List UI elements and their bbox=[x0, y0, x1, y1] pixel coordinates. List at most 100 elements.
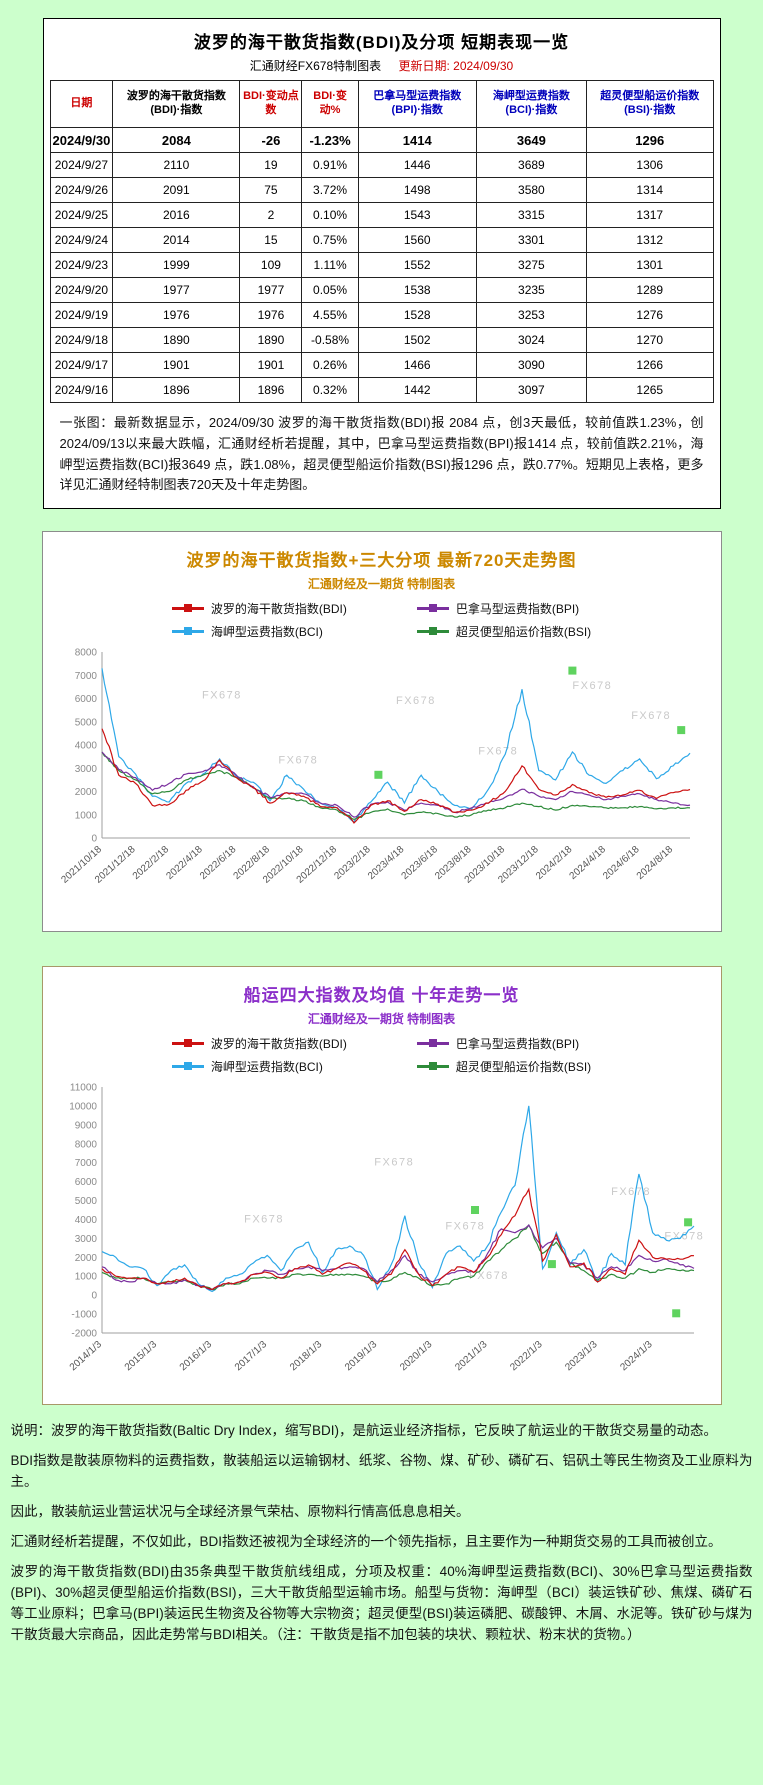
y-tick-label: 1000 bbox=[74, 810, 97, 821]
bdi-short-term-panel: 波罗的海干散货指数(BDI)及分项 短期表现一览 汇通财经FX678特制图表 更… bbox=[42, 18, 721, 510]
table-subtitle: 汇通财经FX678特制图表 更新日期: 2024/09/30 bbox=[44, 53, 720, 80]
table-cell: 1301 bbox=[586, 252, 714, 278]
table-cell: 2024/9/26 bbox=[49, 177, 114, 203]
table-row: 2024/9/16 1896 1896 0.32% 1442 3097 1265 bbox=[49, 377, 714, 403]
table-cell: 2024/9/18 bbox=[49, 327, 114, 353]
chart-10y-panel: 船运四大指数及均值 十年走势一览 汇通财经及一期货 特制图表 波罗的海干散货指数… bbox=[41, 966, 722, 1406]
table-cell: 1999 bbox=[112, 252, 241, 278]
legend-label: 波罗的海干散货指数(BDI) bbox=[210, 1037, 347, 1052]
table-cell: 2016 bbox=[112, 202, 241, 228]
table-cell: 1498 bbox=[357, 177, 477, 203]
chart-10y-title: 船运四大指数及均值 十年走势一览 bbox=[243, 986, 520, 1006]
table-cell: 1976 bbox=[112, 302, 241, 328]
trend-chart-720d: 0100020003000400050006000700080002021/10… bbox=[59, 648, 690, 886]
watermark-artifact bbox=[676, 726, 685, 735]
y-tick-label: 11000 bbox=[69, 1083, 97, 1094]
table-cell: -0.58% bbox=[301, 327, 359, 353]
table-row: 2024/9/19 1976 1976 4.55% 1528 3253 1276 bbox=[49, 302, 714, 328]
watermark-artifact bbox=[683, 1218, 692, 1227]
legend-label: 巴拿马型运费指数(BPI) bbox=[455, 1037, 580, 1052]
series-line bbox=[101, 1105, 694, 1293]
table-cell: 1265 bbox=[586, 377, 714, 403]
legend-label: 超灵便型船运价指数(BSI) bbox=[455, 1060, 592, 1075]
legend-line-icon bbox=[416, 1039, 449, 1048]
table-cell: 2024/9/24 bbox=[49, 227, 114, 253]
table-cell: 19 bbox=[239, 152, 303, 178]
column-header: BDI·变动% bbox=[301, 80, 359, 128]
y-tick-label: 8000 bbox=[74, 648, 97, 659]
watermark-text: FX678 bbox=[278, 755, 318, 767]
watermark-artifact bbox=[373, 770, 382, 779]
watermark-artifact bbox=[671, 1309, 680, 1318]
table-cell: 3235 bbox=[475, 277, 588, 303]
table-update-date: 更新日期: 2024/09/30 bbox=[398, 59, 514, 73]
x-tick-label: 2015/1/3 bbox=[122, 1339, 159, 1374]
table-row: 2024/9/23 1999 109 1.11% 1552 3275 1301 bbox=[49, 252, 714, 278]
footer-line: 汇通财经析若提醒，不仅如此，BDI指数还被视为全球经济的一个领先指标，且主要作为… bbox=[10, 1533, 722, 1549]
y-tick-label: 1000 bbox=[74, 1272, 97, 1283]
y-tick-label: 6000 bbox=[74, 1177, 97, 1188]
table-row: 2024/9/20 1977 1977 0.05% 1538 3235 1289 bbox=[49, 277, 714, 303]
table-cell: 2024/9/16 bbox=[49, 377, 114, 403]
table-cell: 2024/9/20 bbox=[49, 277, 114, 303]
x-tick-label: 2016/1/3 bbox=[177, 1339, 214, 1374]
table-cell: 2024/9/25 bbox=[49, 202, 114, 228]
table-cell: 2024/9/27 bbox=[49, 152, 114, 178]
y-tick-label: 5000 bbox=[74, 717, 97, 728]
legend-line-icon bbox=[171, 604, 204, 613]
column-header: 海岬型运费指数(BCI)·指数 bbox=[475, 80, 588, 128]
legend-item: 超灵便型船运价指数(BSI) bbox=[416, 1058, 592, 1075]
table-cell: 15 bbox=[239, 227, 303, 253]
table-cell: 1306 bbox=[586, 152, 714, 178]
y-tick-label: -1000 bbox=[71, 1310, 97, 1321]
table-row: 2024/9/24 2014 15 0.75% 1560 3301 1312 bbox=[49, 227, 714, 253]
table-cell: 1.11% bbox=[301, 252, 359, 278]
table-cell: 0.75% bbox=[301, 227, 359, 253]
table-cell: 2084 bbox=[112, 127, 241, 153]
table-row: 2024/9/17 1901 1901 0.26% 1466 3090 1266 bbox=[49, 352, 714, 378]
table-cell: 3301 bbox=[475, 227, 588, 253]
table-cell: 1317 bbox=[586, 202, 714, 228]
table-row: 2024/9/30 2084 -26 -1.23% 1414 3649 1296 bbox=[49, 127, 714, 153]
table-cell: 1442 bbox=[357, 377, 477, 403]
table-cell: 3090 bbox=[475, 352, 588, 378]
y-tick-label: 7000 bbox=[74, 1158, 97, 1169]
y-tick-label: -2000 bbox=[71, 1329, 97, 1340]
table-cell: 3649 bbox=[475, 127, 588, 153]
table-cell: 3097 bbox=[475, 377, 588, 403]
series-line bbox=[101, 1224, 694, 1291]
legend-line-icon bbox=[171, 1039, 204, 1048]
watermark-text: FX678 bbox=[202, 690, 242, 702]
y-tick-label: 2000 bbox=[74, 1253, 97, 1264]
table-cell: 109 bbox=[239, 252, 303, 278]
table-cell: 1312 bbox=[586, 227, 714, 253]
y-tick-label: 10000 bbox=[69, 1102, 97, 1113]
y-tick-label: 3000 bbox=[74, 764, 97, 775]
watermark-text: FX678 bbox=[374, 1157, 414, 1169]
footer-line: BDI指数是散装原物料的运费指数，散装船运以运输钢材、纸浆、谷物、煤、矿砂、磷矿… bbox=[10, 1453, 753, 1490]
legend-item: 波罗的海干散货指数(BDI) bbox=[171, 1035, 347, 1052]
legend-item: 巴拿马型运费指数(BPI) bbox=[416, 600, 591, 617]
y-tick-label: 0 bbox=[91, 1291, 97, 1302]
legend-label: 波罗的海干散货指数(BDI) bbox=[210, 602, 347, 617]
table-cell: 1901 bbox=[112, 352, 241, 378]
x-tick-label: 2021/1/3 bbox=[453, 1339, 490, 1374]
y-tick-label: 7000 bbox=[74, 671, 97, 682]
table-cell: 1896 bbox=[239, 377, 303, 403]
watermark-text: FX678 bbox=[631, 710, 671, 722]
watermark-text: FX678 bbox=[244, 1213, 284, 1225]
table-row: 2024/9/18 1890 1890 -0.58% 1502 3024 1270 bbox=[49, 327, 714, 353]
column-header: 巴拿马型运费指数(BPI)·指数 bbox=[357, 80, 477, 128]
y-tick-label: 0 bbox=[91, 834, 97, 845]
watermark-artifact bbox=[567, 666, 576, 675]
table-cell: 3275 bbox=[475, 252, 588, 278]
table-cell: 1896 bbox=[112, 377, 241, 403]
table-cell: 1270 bbox=[586, 327, 714, 353]
column-header: BDI·变动点数 bbox=[239, 80, 303, 128]
table-cell: 0.05% bbox=[301, 277, 359, 303]
x-tick-label: 2018/1/3 bbox=[288, 1339, 325, 1374]
table-cell: 1528 bbox=[357, 302, 477, 328]
table-cell: 0.10% bbox=[301, 202, 359, 228]
y-tick-label: 4000 bbox=[74, 741, 97, 752]
table-cell: 1314 bbox=[586, 177, 714, 203]
